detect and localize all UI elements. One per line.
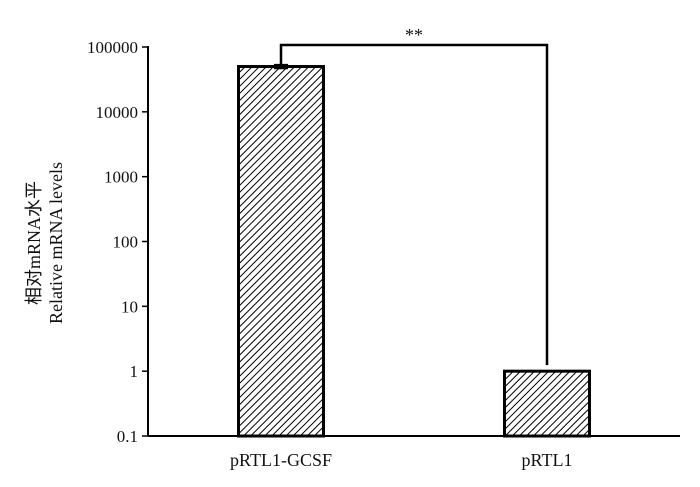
y-tick-label: 100 (113, 233, 139, 252)
bars (237, 63, 591, 438)
significance-line (279, 43, 549, 366)
y-axis-label: 相对mRNA水平 Relative mRNA levels (24, 162, 66, 324)
x-tick-label: pRTL1 (522, 450, 573, 470)
y-axis-ticks: 0.1 1 10 100 1000 10000 100000 (87, 38, 148, 446)
y-tick-label: 10 (121, 297, 138, 316)
y-tick-label: 1 (130, 362, 139, 381)
significance-label: ** (405, 25, 423, 45)
significance-bracket: ** (279, 25, 549, 366)
x-tick-label: pRTL1-GCSF (230, 450, 332, 470)
y-tick-label: 10000 (96, 103, 139, 122)
y-tick-label: 1000 (104, 168, 138, 187)
y-tick-label: 0.1 (117, 427, 138, 446)
axes (147, 46, 680, 437)
bar (503, 369, 591, 438)
y-axis-label-en: Relative mRNA levels (46, 162, 66, 324)
y-axis-label-cn: 相对mRNA水平 (24, 181, 44, 305)
y-tick-label: 100000 (87, 38, 138, 57)
bar (237, 65, 325, 438)
x-axis-categories: pRTL1-GCSF pRTL1 (230, 450, 572, 470)
